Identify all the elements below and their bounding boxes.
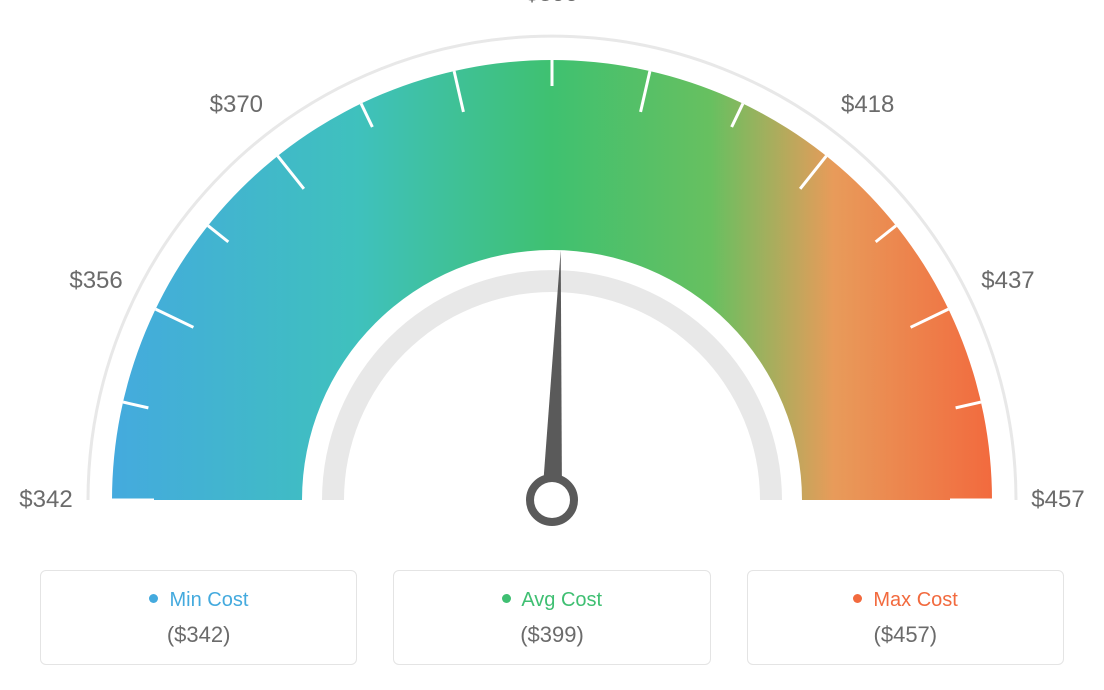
legend-label-avg: Avg Cost [521,589,602,611]
legend-title-avg: Avg Cost [404,589,699,612]
legend-label-max: Max Cost [873,589,957,611]
legend-value-avg: ($399) [404,622,699,648]
gauge-tick-label: $370 [210,91,263,119]
gauge-chart: $342 $356 $370 $399 $418 $437 $457 [0,0,1104,560]
dot-icon [853,594,862,603]
dot-icon [502,594,511,603]
gauge-tick-label: $342 [19,486,72,514]
legend-card-max: Max Cost ($457) [747,570,1064,665]
gauge-tick-label: $418 [841,91,894,119]
legend-value-min: ($342) [51,622,346,648]
legend-label-min: Min Cost [169,589,248,611]
gauge-svg [0,0,1104,560]
legend-row: Min Cost ($342) Avg Cost ($399) Max Cost… [0,570,1104,665]
dot-icon [149,594,158,603]
gauge-tick-label: $356 [69,267,122,295]
gauge-tick-label: $457 [1031,486,1084,514]
gauge-tick-label: $399 [525,0,578,8]
gauge-tick-label: $437 [981,267,1034,295]
legend-title-max: Max Cost [758,589,1053,612]
legend-card-min: Min Cost ($342) [40,570,357,665]
legend-title-min: Min Cost [51,589,346,612]
legend-card-avg: Avg Cost ($399) [393,570,710,665]
legend-value-max: ($457) [758,622,1053,648]
